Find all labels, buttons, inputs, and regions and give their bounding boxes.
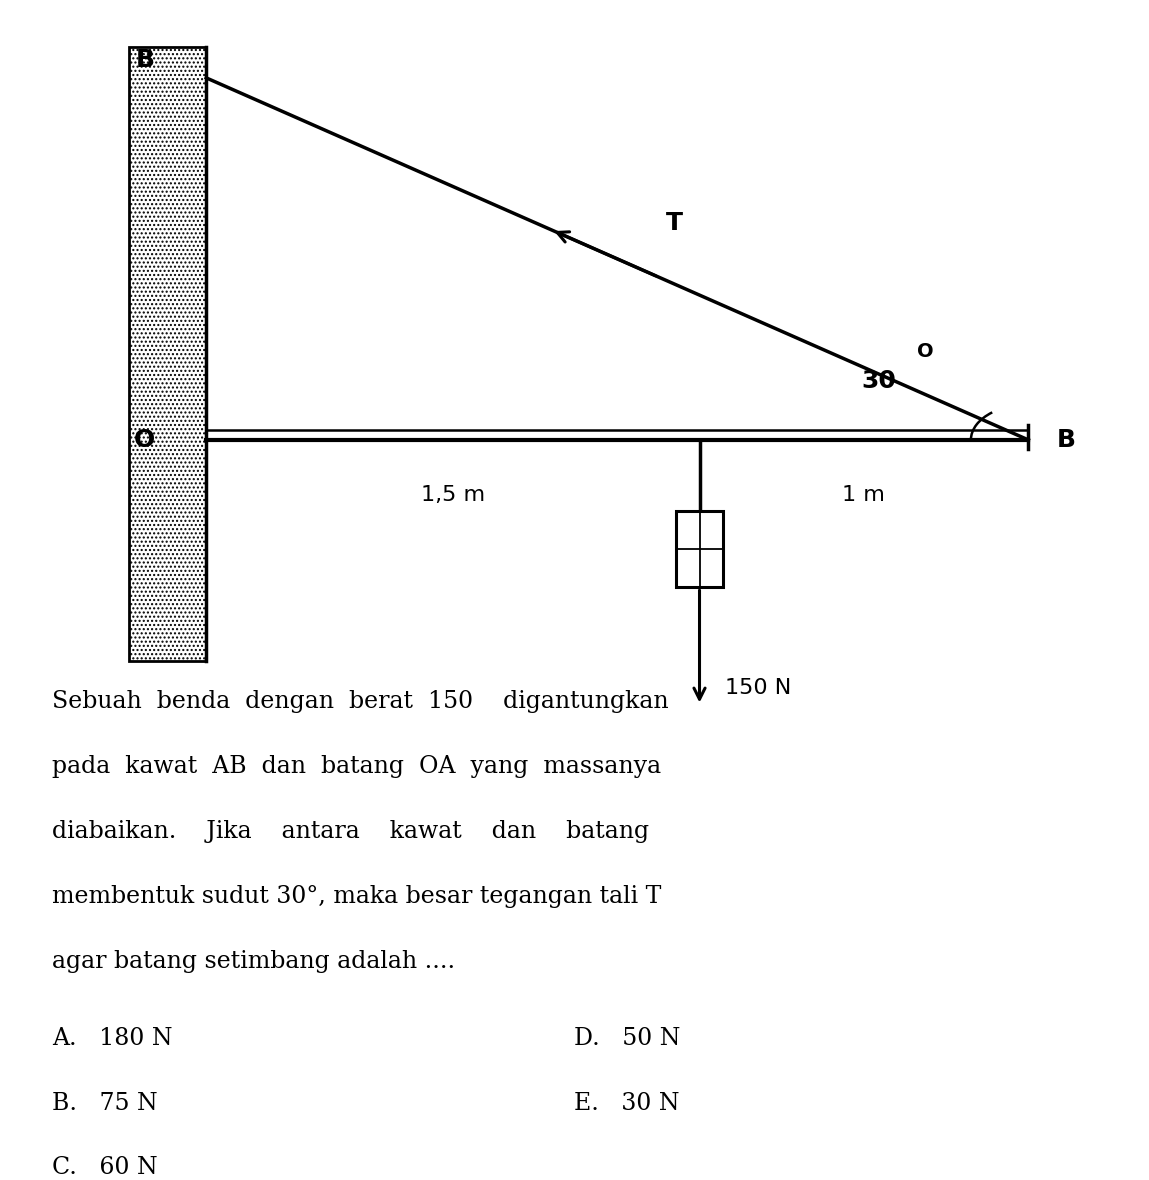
Bar	[129, 47, 207, 661]
Text: O: O	[917, 342, 933, 361]
Text: diabaikan.    Jika    antara    kawat    dan    batang: diabaikan. Jika antara kawat dan batang	[52, 820, 649, 843]
Text: B: B	[1057, 428, 1077, 452]
Text: 1,5 m: 1,5 m	[421, 485, 485, 505]
Text: B.   75 N: B. 75 N	[52, 1092, 157, 1114]
Bar	[677, 511, 723, 588]
Text: E.   30 N: E. 30 N	[574, 1092, 680, 1114]
Text: 150 N: 150 N	[725, 677, 791, 697]
Text: pada  kawat  AB  dan  batang  OA  yang  massanya: pada kawat AB dan batang OA yang massany…	[52, 755, 661, 778]
Text: A.   180 N: A. 180 N	[52, 1027, 172, 1049]
Text: D.   50 N: D. 50 N	[574, 1027, 681, 1049]
Text: Sebuah  benda  dengan  berat  150    digantungkan: Sebuah benda dengan berat 150 digantungk…	[52, 690, 669, 713]
Text: O: O	[133, 428, 154, 452]
Text: B: B	[136, 48, 154, 72]
Text: membentuk sudut 30°, maka besar tegangan tali T: membentuk sudut 30°, maka besar tegangan…	[52, 885, 661, 907]
Text: 1 m: 1 m	[842, 485, 886, 505]
Text: agar batang setimbang adalah ....: agar batang setimbang adalah ....	[52, 950, 455, 972]
Text: C.   60 N: C. 60 N	[52, 1156, 157, 1179]
Text: 30: 30	[862, 369, 896, 393]
Text: T: T	[666, 211, 684, 236]
